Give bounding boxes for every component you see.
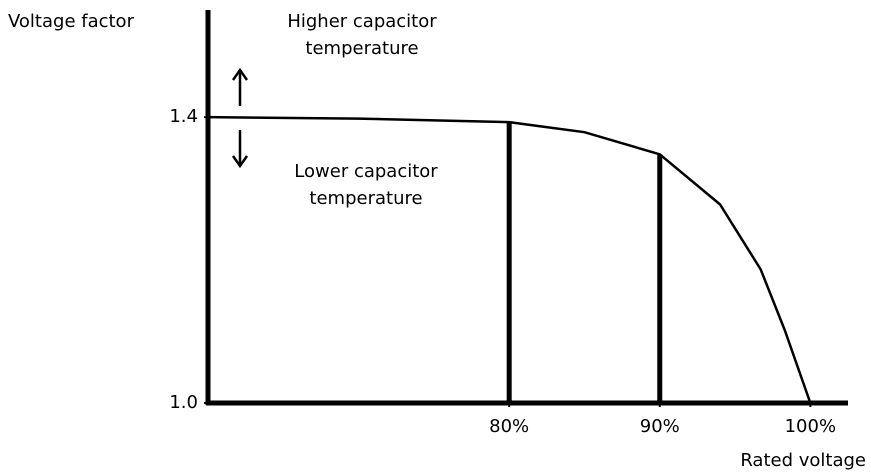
annotation: Higher capacitor bbox=[287, 11, 437, 32]
y-tick-label: 1.4 bbox=[169, 106, 198, 127]
x-tick-label: 80% bbox=[489, 416, 529, 437]
x-tick-label: 100% bbox=[785, 416, 836, 437]
arrow-down bbox=[231, 130, 249, 169]
curve bbox=[207, 115, 812, 404]
annotation: temperature bbox=[305, 38, 418, 59]
annotation: temperature bbox=[309, 188, 422, 209]
x-tick-label: 90% bbox=[640, 416, 680, 437]
arrow-up bbox=[231, 67, 249, 106]
annotation: Lower capacitor bbox=[294, 161, 438, 182]
y-tick-label: 1.0 bbox=[169, 392, 198, 413]
y-axis-label: Voltage factor bbox=[8, 11, 135, 32]
x-axis-label: Rated voltage bbox=[740, 450, 866, 471]
